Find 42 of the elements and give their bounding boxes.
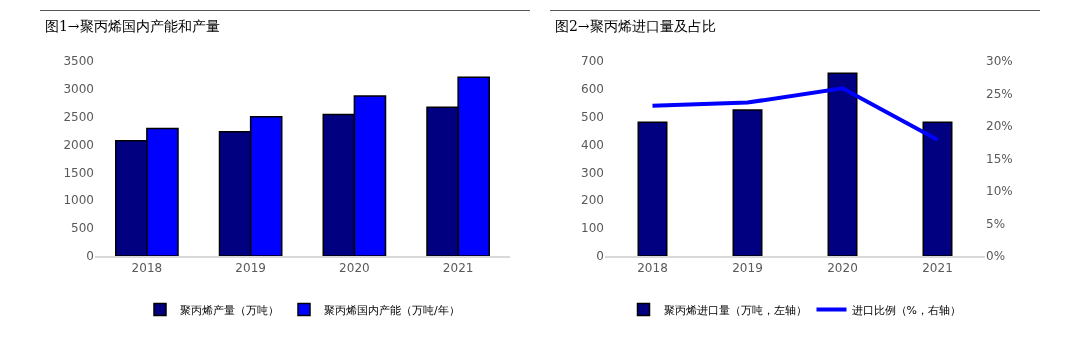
y-tick-label: 2500 — [63, 109, 94, 124]
y2-tick-label: 15% — [986, 151, 1013, 166]
y-tick-label: 300 — [581, 165, 604, 180]
y-tick-label: 1000 — [63, 193, 94, 208]
x-tick-label: 2018 — [637, 261, 668, 276]
legend-label: 进口比例（%，右轴） — [851, 303, 961, 317]
y2-tick-label: 5% — [986, 216, 1006, 231]
line-series — [650, 86, 940, 142]
y-tick-label: 600 — [581, 82, 604, 97]
y-tick-label: 500 — [581, 109, 604, 124]
y-tick-label: 3500 — [63, 54, 94, 69]
y-tick-label: 500 — [71, 221, 94, 236]
x-tick-label: 2019 — [732, 261, 763, 276]
bar — [732, 109, 763, 256]
y2-tick-label: 20% — [986, 119, 1013, 134]
x-tick-label: 2020 — [827, 261, 858, 276]
y2-tick-label: 10% — [986, 184, 1013, 199]
x-tick-label: 2021 — [442, 261, 474, 276]
y-tick-label: 400 — [581, 137, 604, 152]
y-tick-label: 100 — [581, 221, 604, 236]
y2-tick-label: 30% — [986, 54, 1013, 69]
y-tick-label: 3000 — [63, 82, 94, 97]
chart-title: 图1→聚丙烯国内产能和产量 — [44, 17, 220, 34]
bar — [922, 121, 953, 256]
legend-label: 聚丙烯国内产能（万吨/年） — [324, 303, 460, 317]
legend-label: 聚丙烯产量（万吨） — [180, 303, 279, 317]
bar — [827, 72, 858, 256]
y2-tick-label: 0% — [986, 249, 1006, 264]
y-tick-label: 700 — [581, 54, 604, 69]
x-tick-label: 2020 — [339, 261, 370, 276]
y-tick-label: 1500 — [63, 165, 94, 180]
y2-tick-label: 25% — [986, 86, 1013, 101]
x-tick-label: 2019 — [235, 261, 266, 276]
bar — [637, 121, 668, 256]
y-tick-label: 2000 — [63, 137, 94, 152]
chart-title: 图2→聚丙烯进口量及占比 — [554, 17, 716, 34]
x-tick-label: 2021 — [922, 261, 953, 276]
y-tick-label: 0 — [86, 249, 94, 264]
legend-label: 聚丙烯进口量（万吨，左轴） — [663, 303, 807, 317]
y-tick-label: 0 — [596, 249, 604, 264]
y-tick-label: 200 — [581, 193, 604, 208]
x-tick-label: 2018 — [131, 261, 163, 276]
